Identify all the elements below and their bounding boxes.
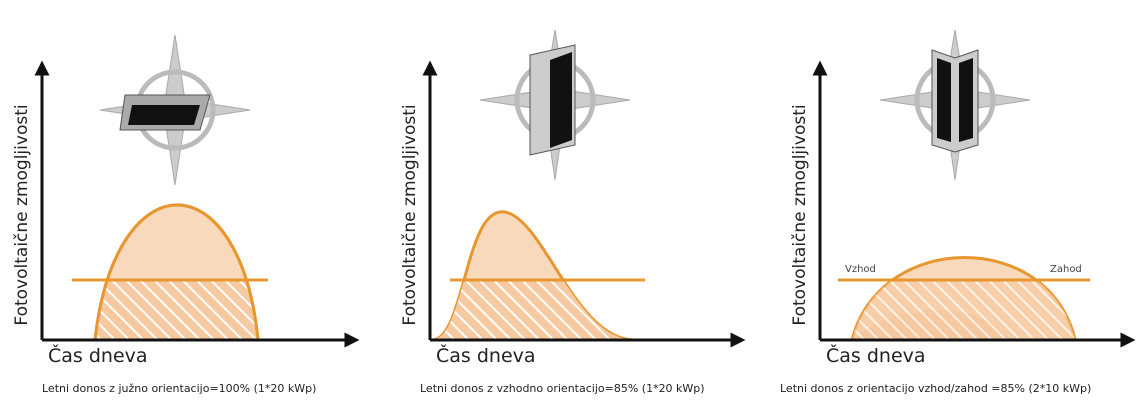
x-label: Čas dneva <box>826 343 926 367</box>
hatch <box>820 280 1120 340</box>
caption: Letni donos z vzhodno orientacijo=85% (1… <box>420 382 705 395</box>
caption: Letni donos z orientacijo vzhod/zahod =8… <box>780 382 1091 395</box>
compass <box>880 30 1030 180</box>
diagram: Fotovoltaične zmogljivosti Čas dneva Let… <box>0 0 1140 401</box>
x-label: Čas dneva <box>436 343 536 367</box>
y-label: Fotovoltaične zmogljivosti <box>790 104 810 325</box>
annotation: Vzhod <box>845 264 876 275</box>
x-label: Čas dneva <box>48 343 148 367</box>
y-label: Fotovoltaične zmogljivosti <box>400 104 420 325</box>
annotation: Zahod <box>1050 264 1082 275</box>
panel: Fotovoltaične zmogljivosti Čas dneva Let… <box>400 30 738 395</box>
caption: Letni donos z južno orientacijo=100% (1*… <box>42 382 316 395</box>
y-label: Fotovoltaične zmogljivosti <box>12 104 32 325</box>
hatch <box>430 280 730 340</box>
panel: Fotovoltaične zmogljivosti Čas dneva Let… <box>12 35 352 395</box>
compass <box>100 35 250 185</box>
compass <box>480 30 630 180</box>
panel: Vzhod Zahod Fotovoltaične zmogljivosti Č… <box>780 30 1128 395</box>
hatch <box>40 280 340 340</box>
